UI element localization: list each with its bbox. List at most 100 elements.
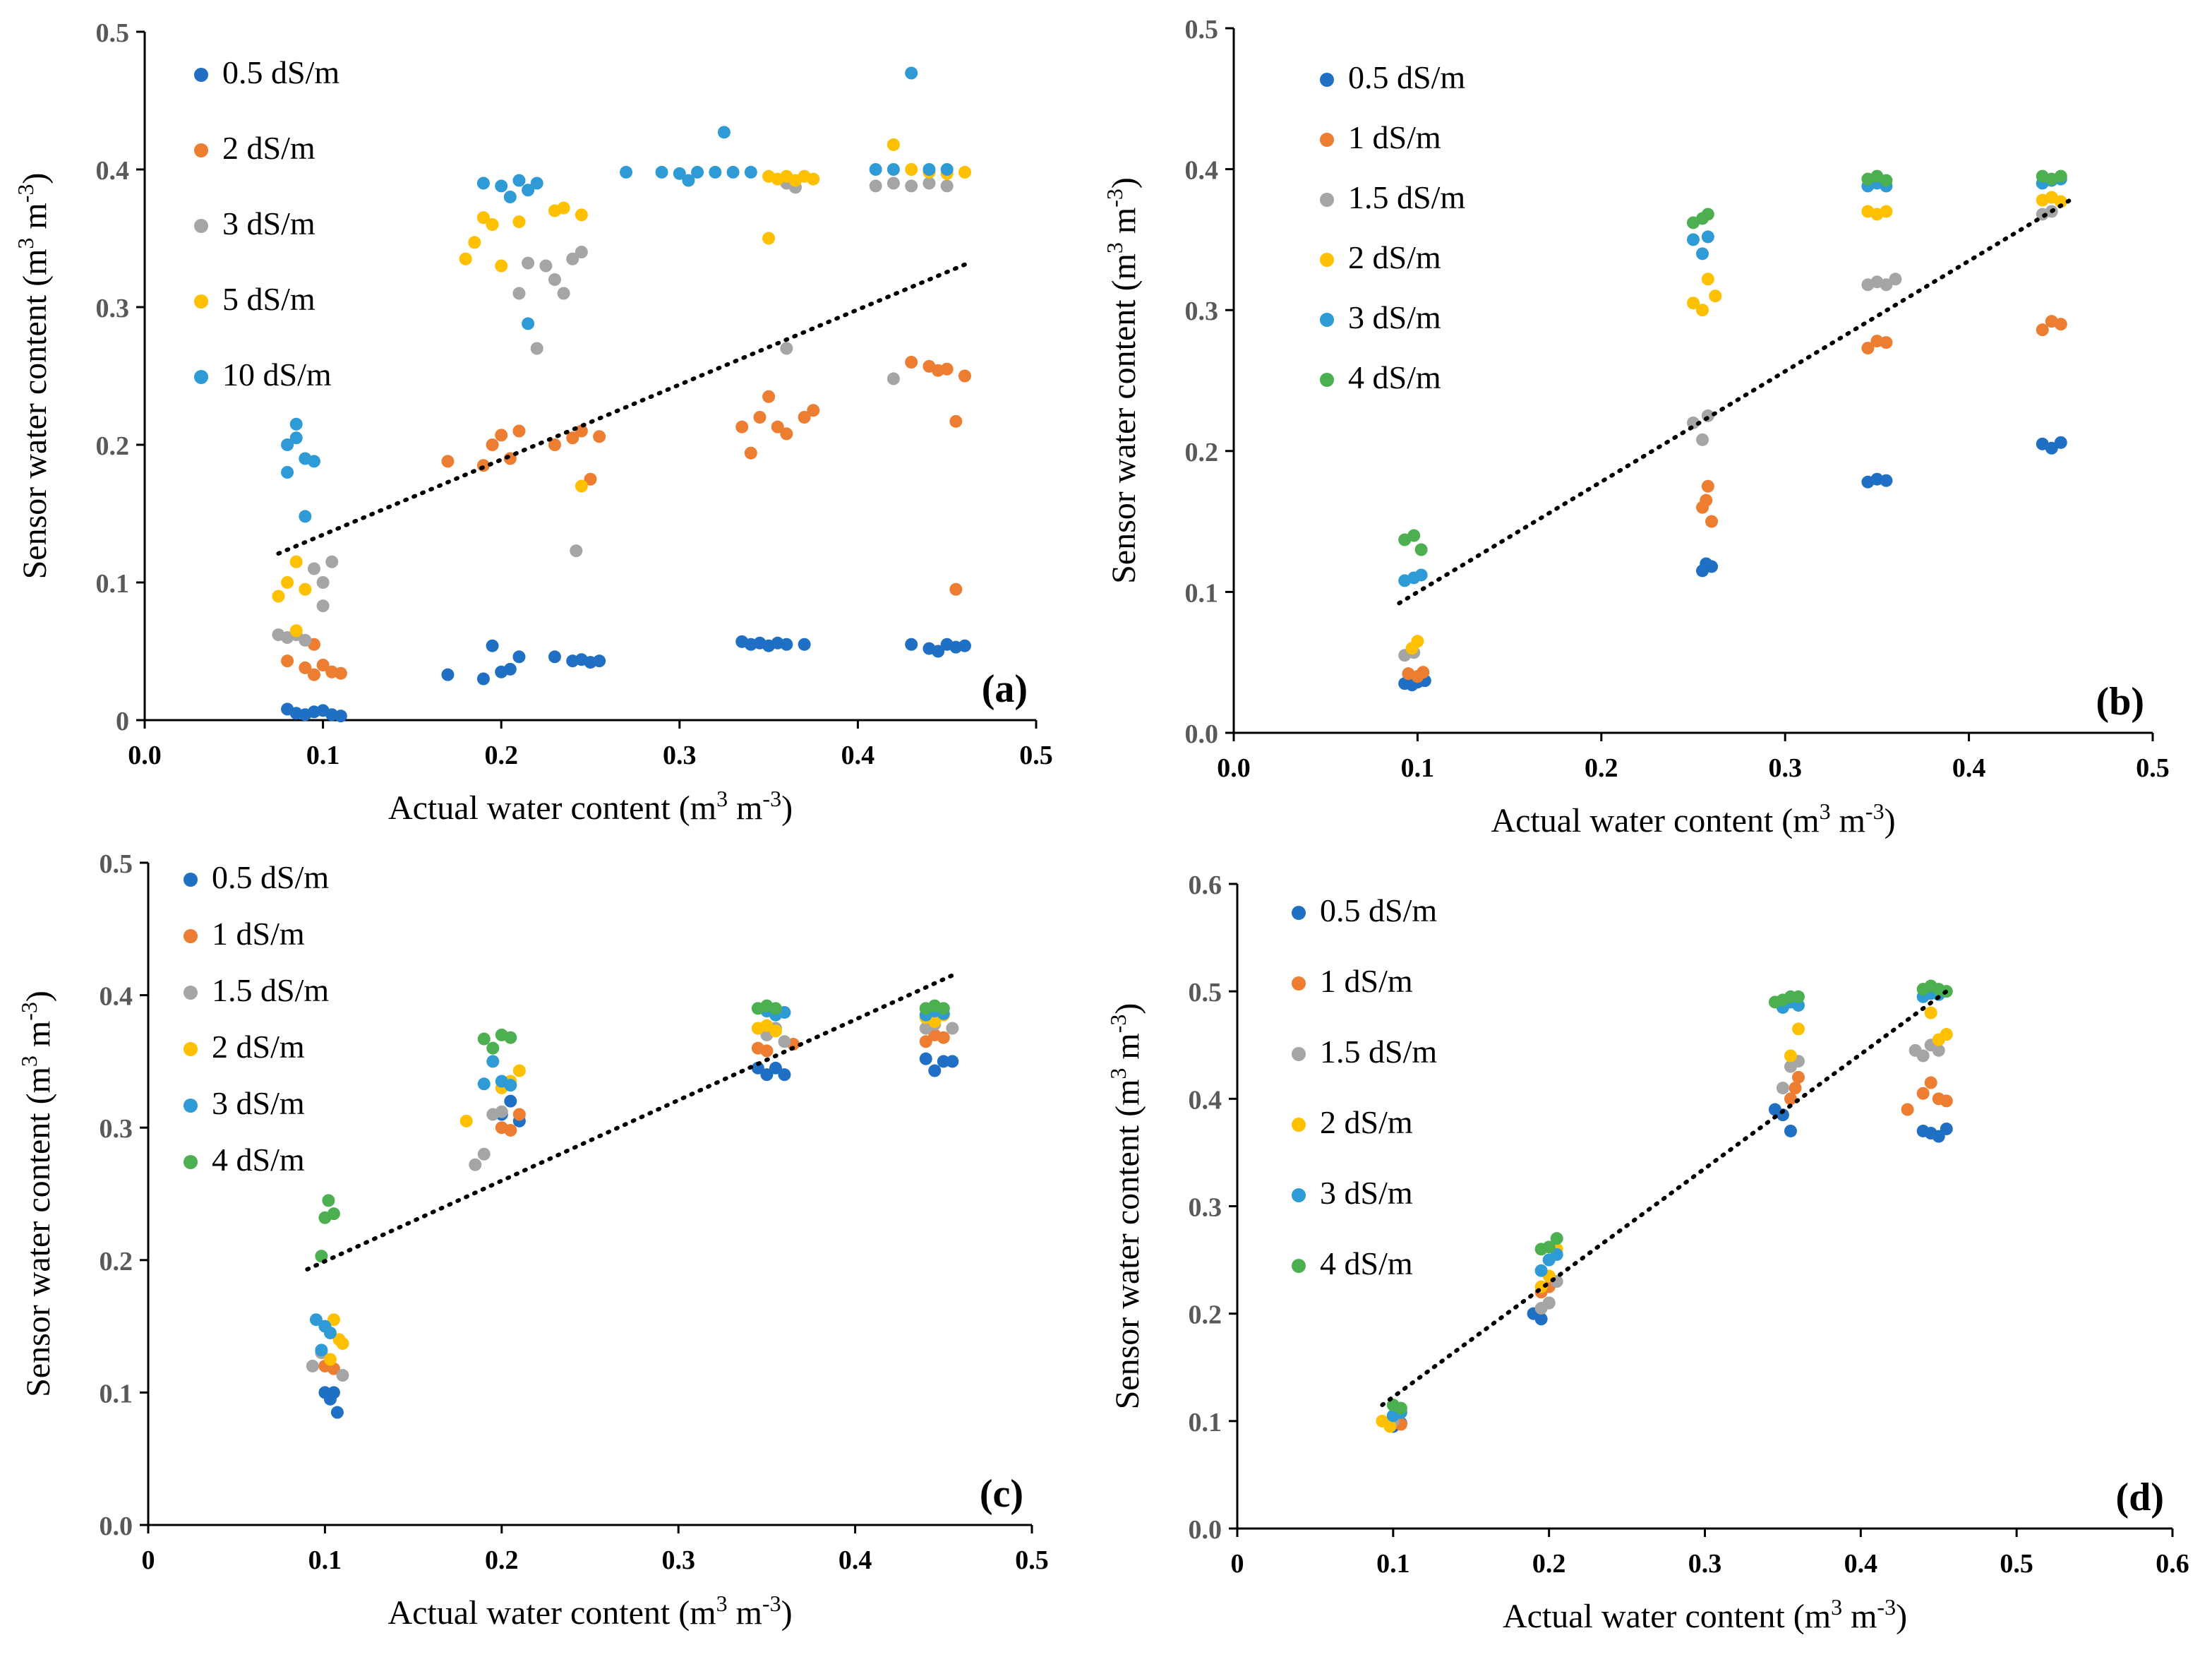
legend-marker xyxy=(1292,1188,1306,1202)
legend-label: 4 dS/m xyxy=(1348,359,1441,395)
data-point xyxy=(327,1207,340,1221)
data-point xyxy=(477,1077,491,1091)
data-point xyxy=(744,165,757,179)
data-point xyxy=(316,576,330,589)
data-point xyxy=(769,1024,782,1038)
data-point xyxy=(299,510,312,523)
data-point xyxy=(1701,409,1714,422)
y-tick-label: 0.0 xyxy=(1189,1515,1222,1545)
data-point xyxy=(548,273,561,286)
y-tick-label: 0.3 xyxy=(100,1114,133,1144)
data-point xyxy=(655,165,668,179)
data-point xyxy=(905,66,918,80)
data-point xyxy=(946,1055,959,1068)
legend-label: 2 dS/m xyxy=(1348,239,1441,275)
legend-label: 3 dS/m xyxy=(222,205,315,241)
data-point xyxy=(566,252,579,265)
data-point xyxy=(1880,474,1893,487)
data-point xyxy=(1407,529,1421,542)
x-tick-label: 0.4 xyxy=(1844,1549,1878,1579)
data-point xyxy=(958,369,971,383)
data-point xyxy=(315,1344,328,1357)
data-point xyxy=(512,215,526,229)
legend-marker xyxy=(184,1042,198,1056)
data-point xyxy=(289,624,303,638)
y-tick-label: 0.5 xyxy=(96,18,130,48)
data-point xyxy=(522,317,535,330)
data-point xyxy=(919,1052,932,1065)
x-axis-title: Actual water content (m3 m-3) xyxy=(387,1591,792,1632)
data-point xyxy=(886,372,900,385)
data-point xyxy=(762,390,776,403)
data-point xyxy=(1687,297,1700,310)
data-point xyxy=(807,404,820,417)
legend-marker xyxy=(194,68,208,82)
legend-label: 1.5 dS/m xyxy=(1348,179,1465,215)
data-point xyxy=(306,1359,319,1372)
y-tick-label: 0.2 xyxy=(1185,438,1219,467)
legend-label: 4 dS/m xyxy=(1320,1245,1413,1281)
data-point xyxy=(334,666,347,680)
legend-marker xyxy=(194,370,208,384)
legend-marker xyxy=(1292,1118,1306,1132)
data-point xyxy=(330,1406,344,1419)
data-point xyxy=(1940,1028,1953,1041)
legend-marker xyxy=(1292,1259,1306,1273)
data-point xyxy=(1940,1094,1953,1108)
data-point xyxy=(299,661,312,674)
data-point xyxy=(584,472,597,486)
data-point xyxy=(2054,436,2067,449)
series-2 xyxy=(1398,205,2058,662)
data-point xyxy=(778,1035,791,1048)
series-0 xyxy=(1398,436,2067,692)
data-point xyxy=(299,582,312,596)
data-point xyxy=(2054,195,2067,208)
y-tick-label: 0.0 xyxy=(100,1512,133,1541)
data-point xyxy=(1687,233,1700,246)
data-point xyxy=(512,1108,526,1121)
panel-label: (d) xyxy=(2116,1476,2164,1519)
series-1 xyxy=(281,356,971,681)
data-point xyxy=(1924,1006,1937,1019)
x-tick-label: 0.3 xyxy=(663,741,697,770)
x-tick-label: 0.6 xyxy=(2156,1549,2189,1579)
data-point xyxy=(946,1022,959,1035)
data-point xyxy=(1414,543,1428,556)
data-point xyxy=(593,430,606,443)
data-point xyxy=(281,466,294,479)
data-point xyxy=(1889,273,1902,286)
data-point xyxy=(1916,1049,1930,1063)
y-tick-label: 0.4 xyxy=(1185,156,1219,186)
data-point xyxy=(530,342,543,355)
data-point xyxy=(1792,1022,1805,1036)
series-1 xyxy=(318,1028,950,1375)
data-point xyxy=(751,1061,764,1075)
data-point xyxy=(575,424,588,438)
data-point xyxy=(760,1068,774,1082)
data-point xyxy=(441,668,455,681)
data-point xyxy=(323,1353,337,1366)
data-point xyxy=(1792,990,1805,1003)
legend-marker xyxy=(184,986,198,1000)
legend-label: 1 dS/m xyxy=(212,916,305,952)
data-point xyxy=(522,256,535,270)
data-point xyxy=(937,1055,950,1068)
x-tick-label: 0.5 xyxy=(2136,753,2170,783)
data-point xyxy=(1789,1082,1802,1095)
legend-label: 5 dS/m xyxy=(222,281,315,317)
data-point xyxy=(1542,1296,1556,1310)
data-point xyxy=(522,184,535,197)
data-point xyxy=(281,576,294,589)
x-tick-label: 0 xyxy=(142,1545,155,1575)
data-point xyxy=(281,438,294,451)
data-point xyxy=(769,1061,782,1075)
data-point xyxy=(717,126,731,139)
data-point xyxy=(504,1094,517,1108)
data-point xyxy=(512,287,526,300)
data-point xyxy=(807,172,820,186)
x-tick-label: 0.5 xyxy=(1015,1545,1049,1575)
data-point xyxy=(780,638,793,651)
x-tick-label: 0.3 xyxy=(1768,753,1802,783)
legend-marker xyxy=(1292,1047,1306,1061)
data-point xyxy=(1696,304,1709,317)
